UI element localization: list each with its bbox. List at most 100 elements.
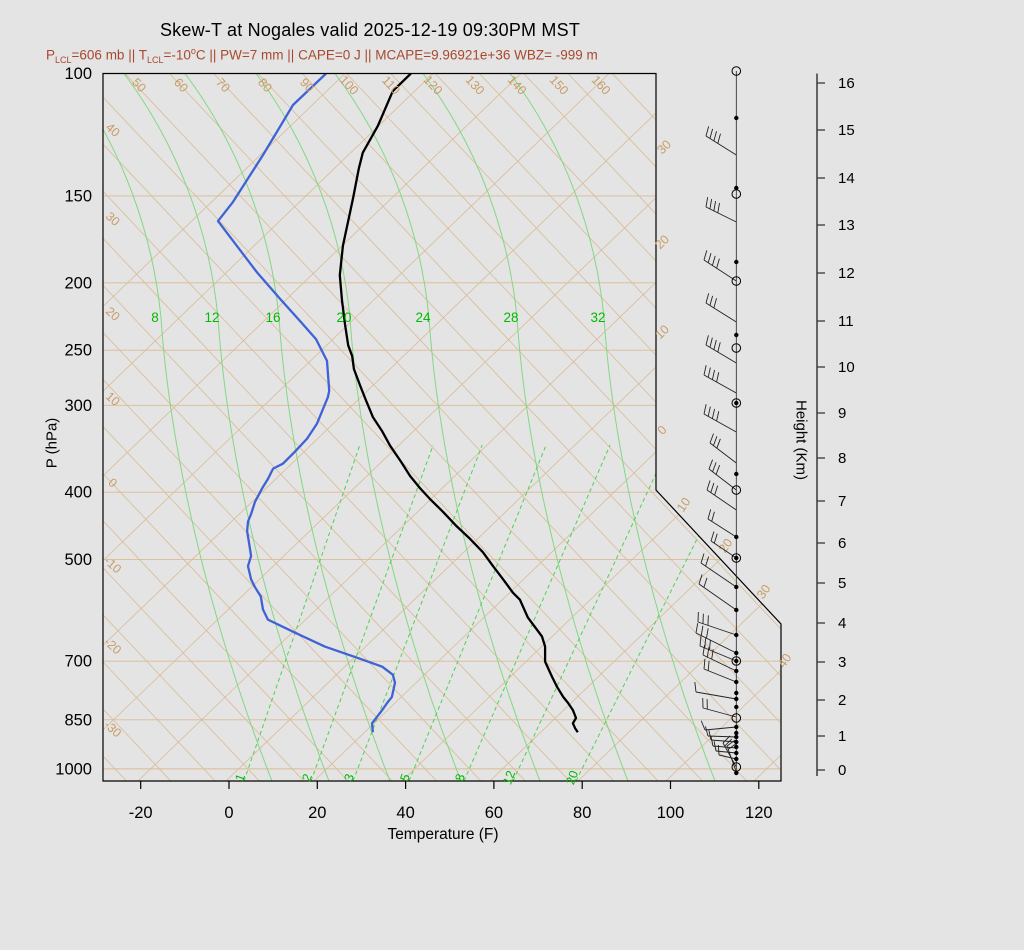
pressure-tick-label: 400 <box>64 484 92 502</box>
barb-feather <box>717 133 721 144</box>
wind-barbs <box>694 66 742 776</box>
plot-border <box>102 72 782 782</box>
background-lines <box>0 73 1024 782</box>
mixing-ratio-label: 3 <box>341 772 357 783</box>
dry-adiabat-line <box>301 73 781 781</box>
station-dot <box>734 724 739 730</box>
wind-barb <box>697 621 737 636</box>
station-dot <box>734 332 739 338</box>
adiabat-left-label: 20 <box>103 304 123 324</box>
wind-barb <box>702 707 737 718</box>
barb-feather <box>716 411 720 422</box>
barb-feather <box>702 645 706 656</box>
dry-adiabat-line <box>103 73 437 781</box>
wind-barb <box>710 739 737 743</box>
isotherm-line <box>103 73 434 781</box>
temp-tick-label: -20 <box>129 804 153 822</box>
wind-barb <box>705 206 737 223</box>
pressure-tick-label: 300 <box>64 397 92 415</box>
station-circle <box>731 398 742 408</box>
isotherm-line <box>103 73 610 781</box>
temp-tick-label: 80 <box>573 804 591 822</box>
wet-adiabat-label: 28 <box>503 310 518 325</box>
dry-adiabat-line <box>390 73 781 781</box>
station-dot <box>734 750 739 756</box>
wet-adiabat-label: 12 <box>204 310 219 325</box>
isotherm-top-label: 90 <box>297 75 317 95</box>
barb-feather <box>711 649 714 660</box>
barb-feather <box>700 720 706 731</box>
height-tick-label: 9 <box>838 405 846 422</box>
wet-adiabat-label: 20 <box>336 310 351 325</box>
barb-feather <box>713 339 717 350</box>
dry-adiabat-line <box>790 74 1024 782</box>
barb-feather <box>712 462 717 472</box>
mixing-ratio-line <box>243 444 361 781</box>
barb-feather <box>711 369 715 380</box>
temp-tick-label: 100 <box>657 804 685 822</box>
isotherm-edge-label: 40 <box>775 651 794 670</box>
wind-barb <box>712 745 737 749</box>
barb-feather <box>707 660 710 671</box>
barb-feather <box>709 199 713 210</box>
dry-adiabat-line <box>103 73 482 781</box>
barb-feather <box>726 739 736 747</box>
dry-adiabat-line <box>103 73 172 781</box>
adiabat-left-label: 40 <box>103 120 123 140</box>
station-dot <box>734 555 739 561</box>
barb-feather <box>700 553 705 564</box>
station-circle <box>731 66 742 76</box>
station-dot <box>734 185 739 191</box>
dry-adiabat-line <box>124 73 781 781</box>
dry-adiabat-line <box>103 73 526 781</box>
isotherm-edge-label: 30 <box>754 582 773 601</box>
height-tick-label: 3 <box>838 654 846 671</box>
barb-feather <box>707 406 711 417</box>
height-tick-label: 11 <box>838 313 854 330</box>
station-dot <box>734 734 739 740</box>
barb-feather <box>717 202 720 213</box>
barb-feather <box>727 743 737 750</box>
barb-feather <box>709 433 714 444</box>
station-dot <box>734 658 739 664</box>
barb-feather <box>709 128 714 139</box>
dry-adiabat-line <box>612 73 781 781</box>
wet-adiabat-line <box>422 73 629 781</box>
barb-feather <box>709 337 713 348</box>
barb-feather <box>710 482 715 493</box>
pressure-tick-label: 200 <box>64 274 92 292</box>
barb-feather <box>698 574 703 585</box>
isotherm-top-label: 70 <box>213 75 233 95</box>
wind-barb <box>709 442 737 464</box>
barb-feather <box>717 744 720 756</box>
subtitle-p: P <box>46 47 56 63</box>
station-dot <box>734 696 739 702</box>
station-dot <box>734 400 739 406</box>
barb-feather <box>699 636 702 647</box>
height-tick-label: 10 <box>838 359 855 376</box>
dry-adiabat-line <box>0 74 82 782</box>
barb-feather <box>711 511 715 522</box>
isotherm-top-label: 150 <box>547 73 571 98</box>
station-dot <box>734 534 739 540</box>
station-dot <box>734 259 739 265</box>
dry-adiabat-line <box>103 73 703 781</box>
wind-barb <box>718 754 737 760</box>
adiabat-right-label: 0 <box>655 423 670 438</box>
station-dot <box>734 690 739 696</box>
height-tick-label: 6 <box>838 535 846 552</box>
station-dot <box>734 115 739 121</box>
mixing-ratio-line <box>352 444 483 781</box>
isotherm-top-label: 110 <box>379 73 403 97</box>
barb-feather <box>713 131 717 142</box>
isotherm-line <box>103 73 346 781</box>
barb-feather <box>695 623 699 634</box>
barb-feather <box>705 293 710 304</box>
barb-feather <box>710 736 714 747</box>
station-dot <box>734 756 739 762</box>
station-circle <box>731 656 742 666</box>
barb-feather <box>712 436 718 446</box>
barb-feather <box>705 726 709 737</box>
adiabat-left-label: 30 <box>103 209 123 229</box>
